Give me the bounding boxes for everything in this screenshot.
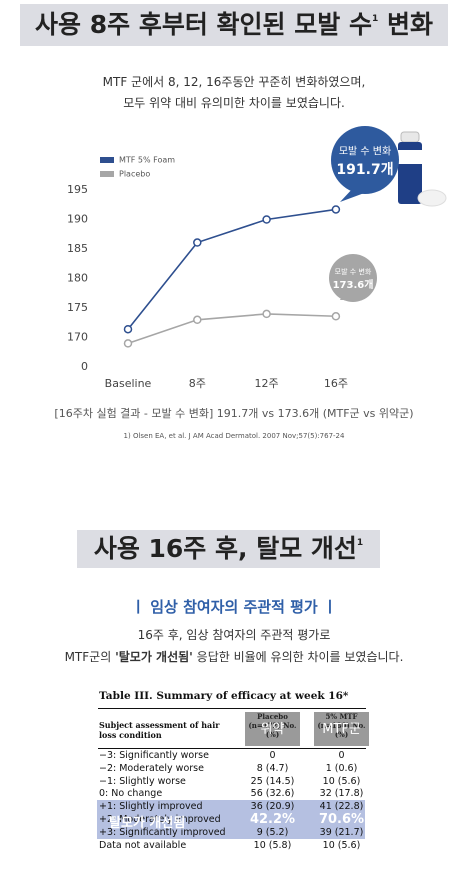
intro: MTF 군에서 8, 12, 16주동안 꾸준히 변화하였으며, 모두 위약 대… <box>0 72 468 114</box>
series-line <box>127 208 337 330</box>
table-image: Table III. Summary of efficacy at week 1… <box>95 688 370 860</box>
table-row: −1: Slightly worse 25 (14.5) 10 (5.6) <box>95 776 370 789</box>
header-shade <box>314 712 369 746</box>
intro-line: MTF 군에서 8, 12, 16주동안 꾸준히 변화하였으며, <box>102 75 366 89</box>
table-cell: 39 (21.7) <box>319 826 364 838</box>
table-row: 0: No change 56 (32.6) 32 (17.8) <box>95 788 370 801</box>
x-tick-label: 16주 <box>324 377 348 390</box>
intro-line: 모두 위약 대비 유의미한 차이를 보였습니다. <box>123 96 345 110</box>
text: 응답한 비율에 유의한 차이를 보였습니다. <box>192 650 404 664</box>
rule <box>98 748 366 749</box>
point <box>262 309 271 319</box>
table-cell: +1: Slightly improved <box>99 801 203 813</box>
point <box>331 205 341 214</box>
table-row: −2: Moderately worse 8 (4.7) 1 (0.6) <box>95 763 370 776</box>
table-row: +2: Moderately improved <box>95 814 370 827</box>
legend-swatch <box>100 157 114 163</box>
point <box>193 315 202 325</box>
table-cell: Data not available <box>99 839 187 851</box>
callout <box>329 254 377 302</box>
y-tick-label: 0 <box>81 360 88 373</box>
series-line <box>127 313 336 345</box>
table-cell: 10 (5.6) <box>322 839 361 851</box>
overlay-value: 70.6% <box>318 812 365 827</box>
header-cell: Placebo (n=172) No. (%) <box>248 712 297 739</box>
table-row: −3: Significantly worse 0 0 <box>95 750 370 763</box>
legend-label: Placebo <box>119 170 150 179</box>
x-tick-label: Baseline <box>105 377 152 390</box>
banner-2: 사용 16주 후, 탈모 개선1 <box>77 530 380 568</box>
header-overlay: MTF군 <box>322 722 361 737</box>
title: 사용 8주 후부터 확인된 모발 수 <box>35 10 372 39</box>
text-line: MTF군의 '탈모가 개선됨' 응답한 비율에 유의한 차이를 보였습니다. <box>0 648 468 665</box>
title-end: 변화 <box>378 10 433 39</box>
callout-value: 173.6개 <box>333 278 374 291</box>
point <box>262 215 271 224</box>
table-cell: −3: Significantly worse <box>99 750 209 761</box>
subheading: ㅣ 임상 참여자의 주관적 평가 ㅣ <box>131 598 337 616</box>
y-tick-label: 170 <box>67 331 88 344</box>
header-cell: 5% MTF (n=180) No. (%) <box>317 712 366 739</box>
y-tick-label: 175 <box>67 301 88 314</box>
y-tick-label: 195 <box>67 183 88 196</box>
table-cell: 36 (20.9) <box>250 801 295 813</box>
point <box>193 238 202 247</box>
table-row: +3: Significantly improved 9 (5.2) 39 (21.… <box>95 827 370 840</box>
bold-text: '탈모가 개선됨' <box>115 650 193 664</box>
title: 사용 16주 후, 탈모 개선 <box>93 534 357 563</box>
rule <box>98 708 366 709</box>
table-cell: 1 (0.6) <box>325 762 358 774</box>
callout-label: 모발 수 변화 <box>339 146 391 158</box>
overlay-label: 탈모가 개선됨 <box>109 816 186 831</box>
table-cell: 0 <box>338 750 345 761</box>
caption: [16주차 실험 결과 - 모발 수 변화] 191.7개 vs 173.6개 … <box>54 407 414 420</box>
point <box>123 324 133 334</box>
banner-1: 사용 8주 후부터 확인된 모발 수1 변화 <box>20 4 448 46</box>
table-cell: 0 <box>269 750 276 761</box>
table-cell: 10 (5.8) <box>253 839 292 851</box>
callout-label: 모발 수 변화 <box>335 267 372 276</box>
callout <box>331 126 399 194</box>
callout-value: 191.7개 <box>336 162 393 178</box>
footnote-mark: 1 <box>356 538 364 548</box>
x-tick-label: 8주 <box>189 377 206 390</box>
table-cell: 9 (5.2) <box>256 826 289 838</box>
table-row: Data not available 10 (5.8) 10 (5.6) <box>95 840 370 853</box>
text: MTF군의 <box>64 650 116 664</box>
table-cell: 56 (32.6) <box>250 788 295 800</box>
header-overlay: 위약 <box>260 722 285 737</box>
chart: 0 170 175 180 185 190 195 Baseline 8주 12주 16주 MTF 5… <box>67 126 447 390</box>
table-cell: 0: No change <box>99 788 163 800</box>
y-tick-label: 185 <box>67 242 88 255</box>
table-cell: −1: Slightly worse <box>99 775 186 787</box>
highlight <box>97 800 365 839</box>
header-cell: Subject assessment of hair loss conditio… <box>99 720 220 740</box>
header-shade <box>245 712 300 746</box>
table-title: Table III. Summary of efficacy at week 1… <box>99 690 349 702</box>
table-cell: 41 (22.8) <box>319 801 364 813</box>
point <box>123 339 133 348</box>
overlay-value: 42.2% <box>249 812 296 827</box>
legend-label: MTF 5% Foam <box>119 156 175 165</box>
product-image <box>398 131 447 207</box>
table-row: +1: Slightly improved 36 (20.9) 41 (22.8) <box>95 801 370 814</box>
footnote-mark: 1 <box>371 14 379 24</box>
table-cell: 8 (4.7) <box>256 762 289 774</box>
legend-swatch <box>100 171 114 177</box>
y-tick-label: 190 <box>67 213 88 226</box>
x-tick-label: 12주 <box>255 377 279 390</box>
table-cell: +2: Moderately improved <box>99 814 221 825</box>
point <box>331 312 341 321</box>
table-cell: 32 (17.8) <box>319 788 364 800</box>
reference: 1) Olsen EA, et al. J AM Acad Dermatol. … <box>123 432 345 440</box>
table-cell: +3: Significantly improved <box>99 826 226 838</box>
table-cell: 10 (5.6) <box>322 775 361 787</box>
text-line: 16주 후, 임상 참여자의 주관적 평가로 <box>137 628 331 642</box>
y-tick-label: 180 <box>67 272 88 285</box>
table-cell: 25 (14.5) <box>250 775 295 787</box>
table-cell: −2: Moderately worse <box>99 762 204 774</box>
